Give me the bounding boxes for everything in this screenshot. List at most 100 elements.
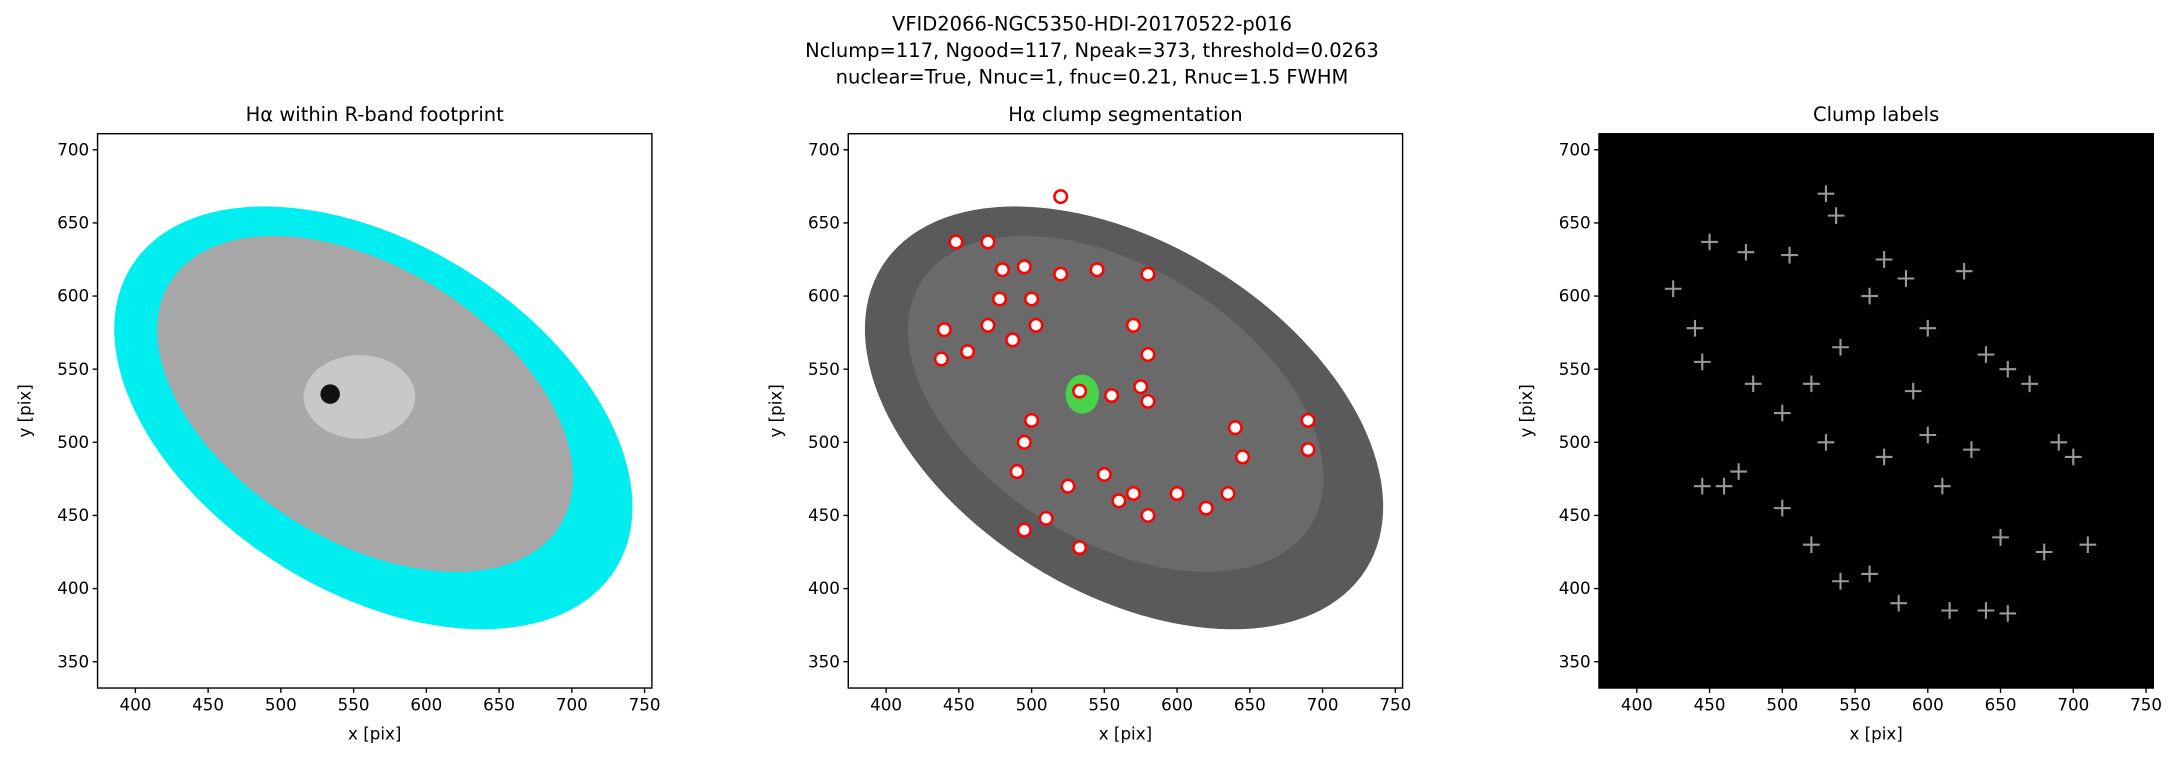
axes-title: Hα clump segmentation [1008, 103, 1242, 126]
clump-marker [1089, 262, 1105, 278]
clump-cross [1781, 246, 1798, 264]
image-3 [1598, 133, 2154, 689]
x-tick-label: 500 [1016, 694, 1048, 714]
clump-cross [1832, 338, 1849, 356]
clump-cross [1817, 433, 1835, 451]
clump-marker [1060, 478, 1076, 494]
y-tick-label: 350 [1559, 651, 1591, 671]
axes-title: Clump labels [1813, 103, 1939, 126]
clump-marker [1125, 317, 1141, 333]
x-axis-label: x [pix] [348, 724, 401, 744]
y-tick-label: 650 [57, 212, 89, 232]
clump-marker [960, 344, 976, 360]
y-tick-label: 700 [1559, 139, 1591, 159]
clump-cross [1861, 565, 1878, 583]
clump-marker [1140, 347, 1156, 363]
clump-cross [2021, 375, 2038, 393]
clump-marker [1072, 383, 1088, 399]
clump-marker [1235, 449, 1251, 465]
axes-title: Hα within R-band footprint [246, 103, 504, 126]
clump-marker [992, 291, 1008, 307]
clump-cross [1686, 319, 1704, 337]
image-2 [864, 206, 1384, 630]
clump-marker [980, 234, 996, 250]
clump-cross [1999, 360, 2017, 378]
figure-title: VFID2066-NGC5350-HDI-20170522-p016 [892, 13, 1292, 36]
x-tick-label: 600 [410, 694, 442, 714]
x-tick-label: 550 [1839, 694, 1871, 714]
clump-marker [1140, 393, 1156, 409]
clump-marker [1016, 434, 1032, 450]
clump-cross [1701, 233, 1718, 251]
clump-marker [933, 351, 949, 367]
clump-cross [1933, 477, 1951, 495]
clump-marker [1300, 442, 1316, 458]
y-tick-label: 600 [1559, 286, 1591, 306]
clump-cross [1897, 270, 1915, 287]
clump-cross [1919, 426, 1937, 444]
clump-cross [1890, 594, 1908, 612]
x-tick-label: 750 [629, 694, 661, 714]
clump-marker [1053, 189, 1069, 205]
clump-marker [1300, 412, 1316, 428]
clump-cross [1803, 375, 1820, 393]
clump-marker [936, 322, 952, 338]
y-tick-label: 500 [808, 432, 840, 452]
x-tick-label: 400 [1621, 694, 1653, 714]
clump-marker [1072, 540, 1088, 556]
y-tick-label: 400 [1559, 578, 1591, 598]
clump-cross [1919, 319, 1937, 337]
clump-cross [1977, 346, 1995, 363]
clump-cross [1664, 280, 1682, 298]
clump-cross [1963, 441, 1980, 458]
clump-cross [1999, 605, 2017, 622]
x-tick-label: 700 [2057, 694, 2089, 714]
image-1 [114, 206, 633, 630]
clump-marker [1053, 266, 1069, 282]
clump-marker [1016, 259, 1032, 275]
x-tick-label: 700 [556, 694, 588, 714]
x-tick-label: 650 [1234, 694, 1266, 714]
y-tick-label: 650 [808, 212, 840, 232]
y-tick-label: 400 [57, 578, 89, 598]
clump-marker [1169, 485, 1185, 502]
clump-cross [1693, 477, 1711, 495]
x-tick-label: 500 [1766, 694, 1798, 714]
clump-marker [1125, 485, 1141, 502]
y-tick-label: 700 [808, 139, 840, 159]
x-tick-label: 500 [265, 694, 297, 714]
clump-marker [1227, 420, 1243, 436]
clump-cross [1715, 477, 1733, 495]
x-tick-label: 400 [119, 694, 151, 714]
clump-cross [1832, 572, 1849, 590]
y-tick-label: 500 [1559, 432, 1591, 452]
clump-cross [1977, 602, 1995, 619]
y-tick-label: 550 [1559, 359, 1591, 379]
y-tick-label: 550 [808, 359, 840, 379]
x-tick-label: 750 [2130, 694, 2162, 714]
clump-cross [1955, 262, 1973, 280]
x-tick-label: 450 [192, 694, 224, 714]
figure-title: Nclump=117, Ngood=117, Npeak=373, thresh… [805, 39, 1379, 62]
clump-cross [1773, 499, 1791, 517]
clump-cross [1992, 529, 2009, 546]
y-axis-label: y [pix] [15, 384, 35, 437]
y-tick-label: 500 [57, 432, 89, 452]
x-tick-label: 600 [1161, 694, 1193, 714]
x-axis-label: x [pix] [1099, 724, 1152, 744]
figure-title: nuclear=True, Nnuc=1, fnuc=0.21, Rnuc=1.… [836, 66, 1349, 89]
clump-cross [2050, 433, 2068, 451]
clump-cross [2079, 536, 2097, 554]
clump-cross [1875, 251, 1893, 268]
y-tick-label: 700 [57, 139, 89, 159]
clump-cross [2035, 543, 2053, 561]
clump-marker [1133, 379, 1149, 395]
y-tick-label: 350 [57, 651, 89, 671]
x-tick-label: 550 [338, 694, 370, 714]
y-tick-label: 450 [57, 505, 89, 525]
clump-cross [1693, 353, 1711, 371]
x-axis-label: x [pix] [1849, 724, 1902, 744]
y-tick-label: 600 [808, 286, 840, 306]
clump-marker [1140, 507, 1156, 523]
axes-frame [96, 133, 653, 689]
